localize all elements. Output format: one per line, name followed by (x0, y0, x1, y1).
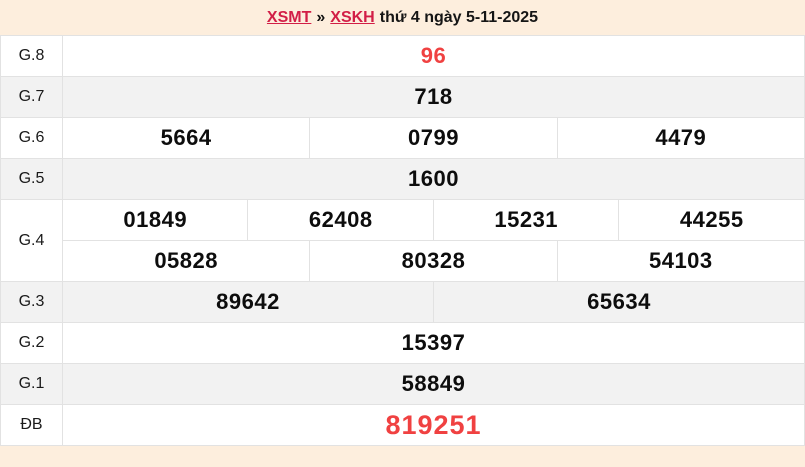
prize-g8-value: 96 (62, 35, 805, 77)
prize-label-g3: G.3 (0, 281, 63, 323)
prize-g5-value: 1600 (62, 158, 805, 200)
breadcrumb-link-xsmt[interactable]: XSMT (266, 8, 312, 26)
draw-date: thứ 4 ngày 5-11-2025 (379, 8, 539, 26)
prize-row-g3: G.3 89642 65634 (0, 281, 805, 323)
prize-row-g4-line1: G.4 01849 62408 15231 44255 (0, 199, 805, 282)
prize-row-g2: G.2 15397 (0, 322, 805, 364)
prize-g6-value-3: 4479 (556, 117, 805, 159)
prize-label-g7: G.7 (0, 76, 63, 118)
prize-label-g2: G.2 (0, 322, 63, 364)
prize-label-db: ĐB (0, 404, 63, 446)
breadcrumb-link-xskh[interactable]: XSKH (330, 8, 375, 26)
prize-g2-value: 15397 (62, 322, 805, 364)
prize-row-g8: G.8 96 (0, 35, 805, 77)
prize-label-g8: G.8 (0, 35, 63, 77)
prize-g4-value-3: 15231 (432, 199, 620, 241)
prize-g4-value-1: 01849 (61, 199, 249, 241)
prize-g4-value-7: 54103 (556, 240, 805, 282)
prize-label-g6: G.6 (0, 117, 63, 159)
prize-row-g6: G.6 5664 0799 4479 (0, 117, 805, 159)
prize-row-g1: G.1 58849 (0, 363, 805, 405)
prize-g3-value-2: 65634 (432, 281, 805, 323)
prize-g4-value-2: 62408 (247, 199, 434, 241)
prize-row-g7: G.7 718 (0, 76, 805, 118)
lottery-results-table: G.8 96 G.7 718 G.6 5664 0799 4479 G.5 16… (0, 35, 805, 446)
prize-g6-value-1: 5664 (61, 117, 311, 159)
prize-g1-value: 58849 (62, 363, 805, 405)
prize-label-g4: G.4 (0, 199, 63, 282)
prize-label-g5: G.5 (0, 158, 63, 200)
prize-g6-value-2: 0799 (309, 117, 558, 159)
prize-row-db: ĐB 819251 (0, 404, 805, 446)
prize-row-g5: G.5 1600 (0, 158, 805, 200)
prize-label-g1: G.1 (0, 363, 63, 405)
breadcrumb-separator: » (316, 8, 326, 26)
prize-db-value: 819251 (62, 404, 805, 446)
prize-g4-value-5: 05828 (61, 240, 311, 282)
prize-g4-value-6: 80328 (309, 240, 558, 282)
prize-g3-value-1: 89642 (62, 281, 434, 323)
prize-row-g4-line2: 05828 80328 54103 (1, 240, 805, 282)
prize-g7-value: 718 (62, 76, 805, 118)
prize-g4-value-4: 44255 (618, 199, 805, 241)
breadcrumb: XSMT » XSKH thứ 4 ngày 5-11-2025 (0, 0, 805, 35)
